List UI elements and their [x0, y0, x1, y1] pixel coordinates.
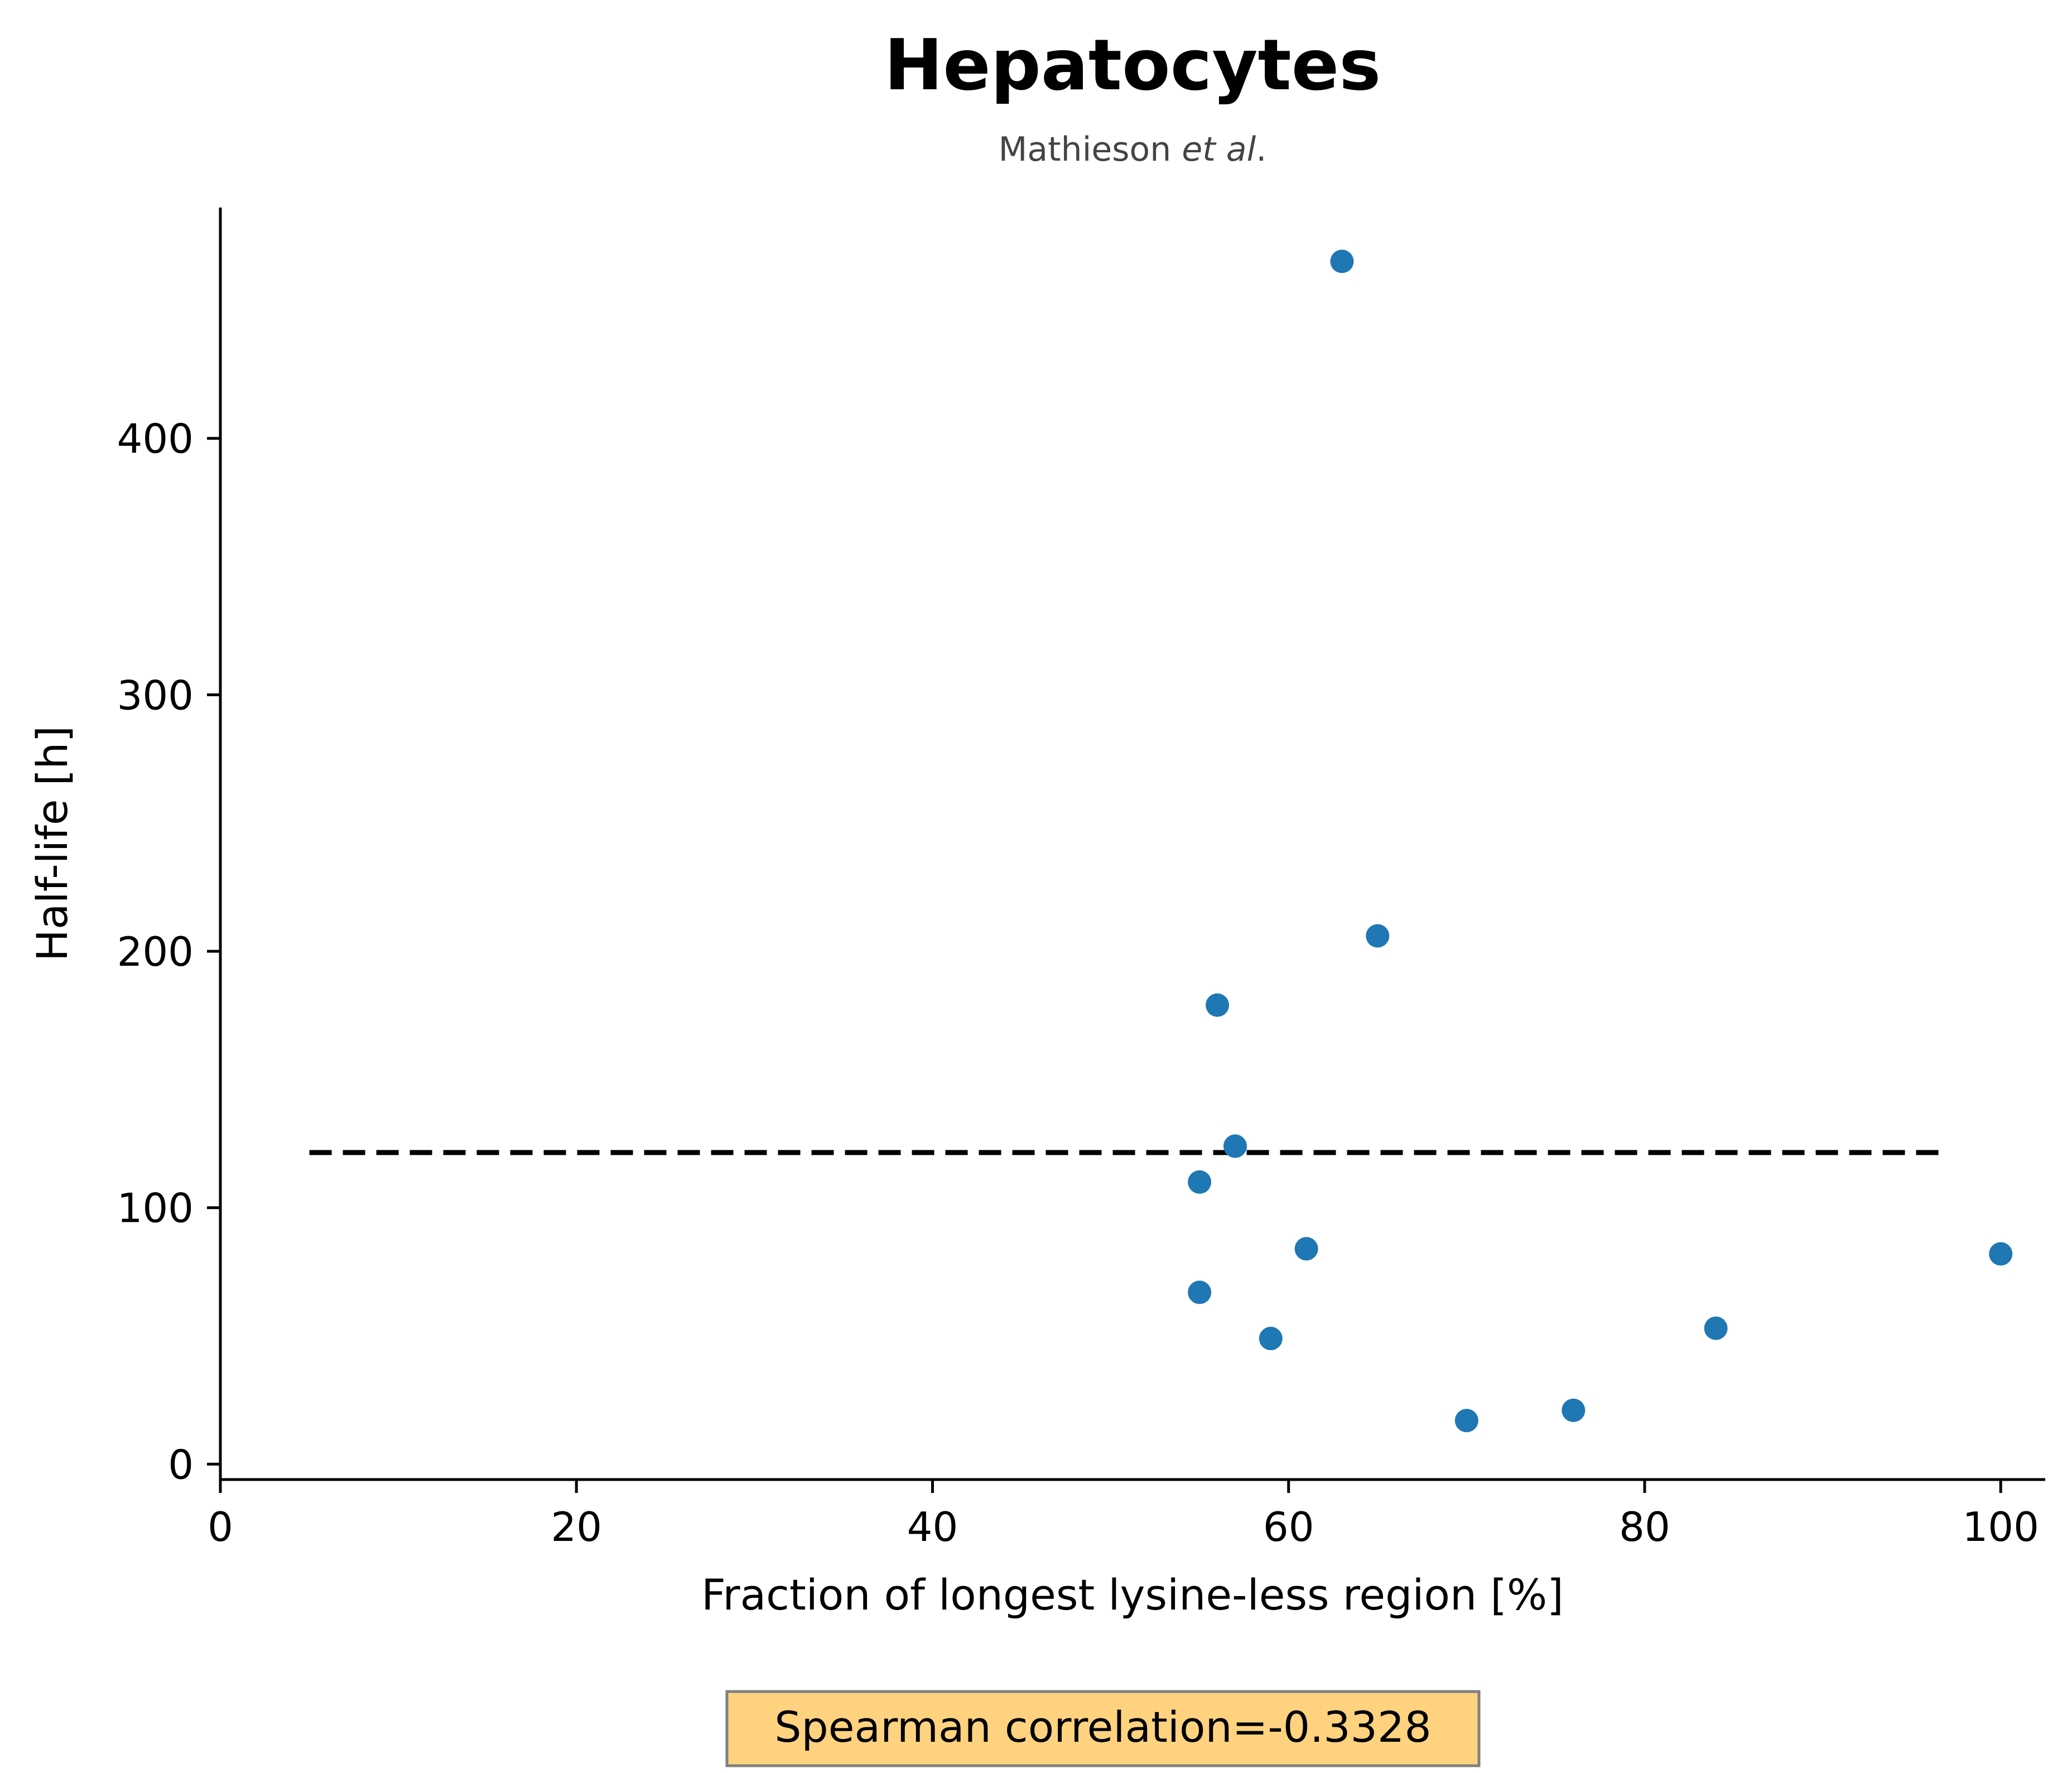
scatter-point — [1206, 993, 1230, 1017]
x-tick-label: 0 — [208, 1504, 233, 1550]
scatter-point — [1188, 1280, 1212, 1304]
scatter-point — [1989, 1242, 2013, 1266]
scatter-point — [1330, 249, 1354, 273]
x-axis-label: Fraction of longest lysine-less region [… — [701, 1570, 1564, 1620]
subtitle-end: . — [1256, 130, 1266, 169]
data-points — [1188, 249, 2013, 1433]
scatter-point — [1223, 1134, 1247, 1158]
y-tick-label: 100 — [117, 1185, 194, 1232]
y-ticks: 0 100 200 300 400 — [117, 416, 220, 1488]
chart-title: Hepatocytes — [884, 24, 1381, 106]
x-tick-label: 100 — [1963, 1504, 2039, 1550]
y-tick-label: 0 — [168, 1441, 194, 1488]
y-tick-label: 300 — [117, 672, 194, 719]
scatter-point — [1454, 1409, 1478, 1433]
y-tick-label: 400 — [117, 416, 194, 462]
scatter-point — [1259, 1327, 1283, 1351]
scatter-point — [1366, 924, 1390, 948]
x-ticks: 0 20 40 60 80 100 — [208, 1480, 2039, 1550]
subtitle-italic: et al — [1182, 130, 1256, 169]
y-tick-label: 200 — [117, 928, 194, 975]
scatter-point — [1188, 1170, 1212, 1194]
subtitle-authors: Mathieson — [999, 130, 1182, 169]
x-tick-label: 60 — [1263, 1504, 1314, 1550]
spearman-annotation: Spearman correlation=-0.3328 — [774, 1702, 1431, 1752]
x-tick-label: 20 — [551, 1504, 602, 1550]
scatter-point — [1562, 1398, 1586, 1422]
x-tick-label: 80 — [1619, 1504, 1670, 1550]
spearman-annotation-box — [725, 1690, 1481, 1767]
y-axis-label: Half-life [h] — [27, 726, 77, 961]
scatter-point — [1294, 1237, 1318, 1261]
scatter-point — [1704, 1316, 1728, 1340]
x-tick-label: 40 — [907, 1504, 958, 1550]
chart-subtitle: Mathieson et al. — [999, 130, 1267, 169]
